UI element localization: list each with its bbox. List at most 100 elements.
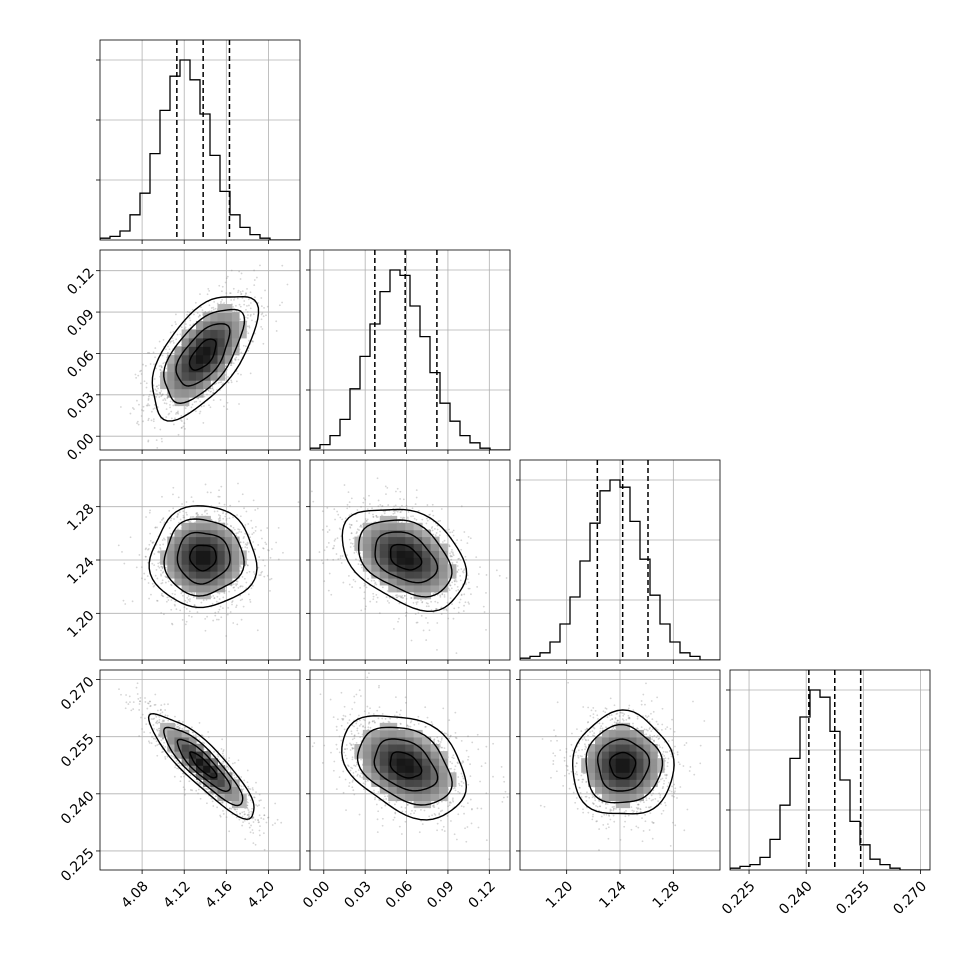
scatter-point <box>206 802 208 804</box>
scatter-point <box>176 516 178 518</box>
scatter-point <box>162 582 164 584</box>
scatter-point <box>210 492 212 494</box>
scatter-point <box>150 540 152 542</box>
scatter-point <box>165 416 167 418</box>
scatter-point <box>369 601 371 603</box>
scatter-point <box>228 517 230 519</box>
density-cell <box>203 571 211 578</box>
scatter-point <box>179 765 181 767</box>
scatter-point <box>347 504 349 506</box>
scatter-point <box>152 583 154 585</box>
scatter-point <box>158 384 160 386</box>
scatter-point <box>267 306 269 308</box>
scatter-point <box>174 716 176 718</box>
density-cell <box>239 557 247 564</box>
scatter-point <box>278 559 280 561</box>
scatter-point <box>421 519 423 521</box>
scatter-point <box>159 544 161 546</box>
scatter-point <box>242 586 244 588</box>
scatter-point <box>96 417 98 419</box>
scatter-point <box>332 559 334 561</box>
scatter-point <box>233 587 235 589</box>
scatter-point <box>170 584 172 586</box>
scatter-point <box>201 514 203 516</box>
scatter-point <box>248 594 250 596</box>
scatter-point <box>453 554 455 556</box>
scatter-point <box>247 523 249 525</box>
scatter-point <box>426 518 428 520</box>
scatter-point <box>326 546 328 548</box>
scatter-point <box>175 413 177 415</box>
scatter-point <box>133 701 135 703</box>
scatter-point <box>166 597 168 599</box>
density-cell <box>189 585 197 592</box>
scatter-point <box>184 328 186 330</box>
scatter-point <box>183 606 185 608</box>
scatter-point <box>395 491 397 493</box>
scatter-point <box>204 618 206 620</box>
scatter-point <box>351 532 353 534</box>
scatter-point <box>162 399 164 401</box>
scatter-point <box>241 619 243 621</box>
density-cell <box>414 571 423 578</box>
scatter-point <box>154 378 156 380</box>
scatter-point <box>236 623 238 625</box>
y-tick-label: 0.12 <box>64 265 97 298</box>
scatter-point <box>190 516 192 518</box>
scatter-point <box>364 591 366 593</box>
scatter-point <box>219 598 221 600</box>
scatter-point <box>415 613 417 615</box>
scatter-point <box>235 359 237 361</box>
scatter-point <box>141 409 143 411</box>
scatter-point <box>151 563 153 565</box>
scatter-point <box>247 542 249 544</box>
scatter-point <box>437 602 439 604</box>
density-cell <box>232 557 240 564</box>
scatter-point <box>231 270 233 272</box>
scatter-point <box>416 603 418 605</box>
scatter-point <box>235 357 237 359</box>
scatter-point <box>169 348 171 350</box>
scatter-point <box>159 369 161 371</box>
scatter-point <box>242 576 244 578</box>
scatter-point <box>218 285 220 287</box>
scatter-point <box>156 390 158 392</box>
scatter-point <box>243 300 245 302</box>
scatter-point <box>240 531 242 533</box>
density-cell <box>218 550 226 557</box>
density-cell <box>203 585 211 592</box>
scatter-point <box>400 511 402 513</box>
scatter-point <box>146 382 148 384</box>
scatter-point <box>176 768 178 770</box>
scatter-point <box>426 605 428 607</box>
scatter-point <box>454 584 456 586</box>
scatter-point <box>432 515 434 517</box>
scatter-point <box>402 597 404 599</box>
scatter-point <box>234 529 236 531</box>
scatter-point <box>400 596 402 598</box>
density-cell <box>203 544 211 551</box>
scatter-point <box>213 389 215 391</box>
scatter-point <box>183 515 185 517</box>
scatter-point <box>135 374 137 376</box>
scatter-point <box>372 514 374 516</box>
scatter-point <box>261 318 263 320</box>
scatter-point <box>209 311 211 313</box>
scatter-point <box>453 607 455 609</box>
scatter-point <box>322 562 324 564</box>
density-cell <box>203 550 211 557</box>
density-cell <box>167 363 175 372</box>
scatter-point <box>465 601 467 603</box>
scatter-point <box>260 530 262 532</box>
scatter-point <box>238 531 240 533</box>
scatter-point <box>229 505 231 507</box>
density-cell <box>189 372 197 381</box>
scatter-point <box>269 590 271 592</box>
scatter-point <box>171 623 173 625</box>
scatter-point <box>264 290 266 292</box>
density-cell <box>388 530 397 537</box>
y-tick-label: 0.00 <box>64 431 97 464</box>
scatter-point <box>330 594 332 596</box>
scatter-point <box>450 559 452 561</box>
